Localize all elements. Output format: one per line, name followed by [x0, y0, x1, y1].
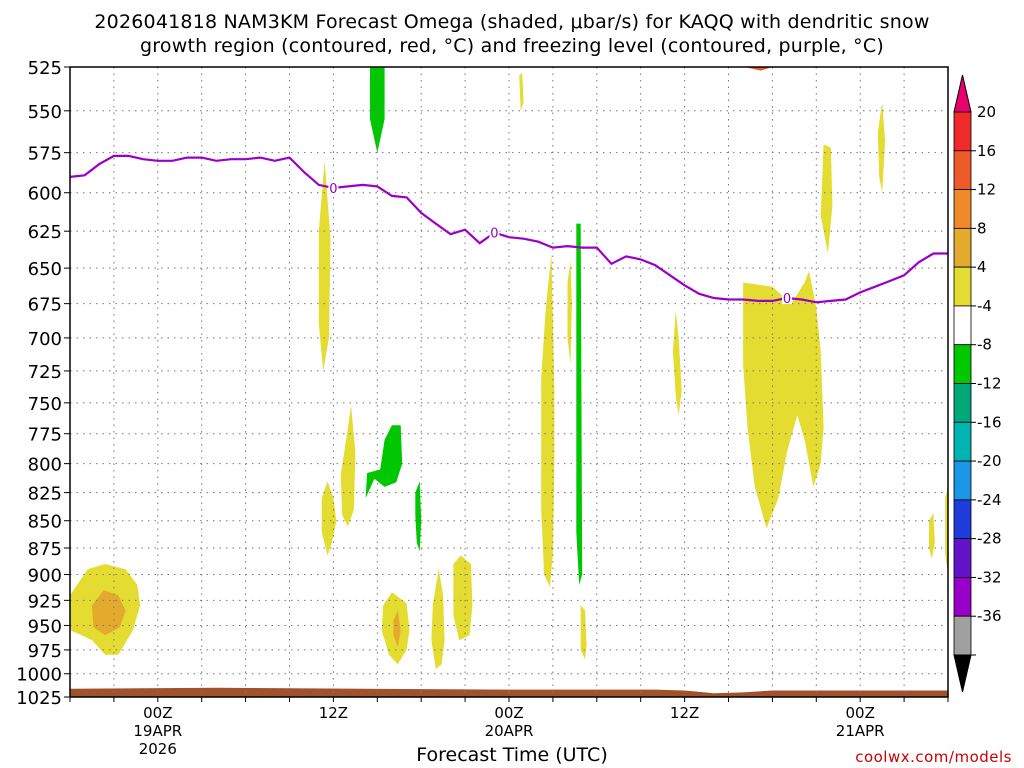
omega-region-green-15z-blob	[365, 425, 403, 499]
colorbar-label: -8	[977, 336, 992, 354]
freezing-label-bg	[328, 181, 339, 195]
y-tick-label: 1025	[16, 688, 62, 709]
colorbar-swatch	[953, 189, 972, 229]
omega-region-yellow-35z-low	[580, 605, 587, 660]
colorbar-swatch	[953, 227, 972, 268]
colorbar-label: -20	[977, 452, 1002, 470]
y-tick-label: 1000	[16, 665, 62, 686]
omega-region-green-35z-strip	[576, 223, 583, 585]
omega-region-green-17z	[415, 481, 422, 552]
colorbar-swatch	[953, 460, 972, 501]
freezing-level-label: 0	[783, 292, 791, 307]
colorbar-label: 4	[977, 258, 987, 276]
colorbar-swatch	[953, 538, 972, 578]
freezing-label-bg	[782, 291, 793, 305]
omega-region-yellow-late-tall	[820, 144, 833, 254]
colorbar-label: 16	[977, 142, 996, 160]
colorbar-swatch	[953, 111, 972, 152]
y-tick-label: 925	[28, 591, 62, 612]
y-tick-label: 650	[28, 259, 62, 280]
y-tick-label: 800	[28, 455, 62, 476]
colorbar-swatch	[953, 150, 972, 190]
colorbar-label: -12	[977, 375, 1002, 393]
y-tick-label: 700	[28, 329, 62, 350]
freezing-level-label: 0	[490, 227, 498, 242]
y-tick-label: 825	[28, 484, 62, 505]
omega-region-yellow-34z-short	[567, 260, 572, 365]
colorbar-swatch	[953, 383, 972, 423]
x-tick-year: 2026	[139, 740, 177, 758]
omega-region-yellow-33z-long	[541, 253, 555, 587]
colorbar-swatch	[953, 344, 972, 384]
y-tick-label: 975	[28, 641, 62, 662]
chart-title-line1: 2026041818 NAM3KM Forecast Omega (shaded…	[94, 11, 930, 33]
y-tick-label: 950	[28, 616, 62, 637]
x-tick-label: 12Z	[670, 704, 699, 722]
chart-title-line2: growth region (contoured, red, °C) and f…	[140, 35, 884, 57]
y-tick-label: 725	[28, 362, 62, 383]
omega-region-yellow-19z-low	[431, 569, 445, 669]
colorbar-bottom-arrow	[953, 654, 972, 693]
omega-region-yellow-58z	[929, 512, 935, 559]
y-tick-label: 575	[28, 144, 62, 165]
y-tick-label: 750	[28, 394, 62, 415]
y-tick-label: 550	[28, 102, 62, 123]
x-tick-date: 19APR	[133, 722, 182, 740]
freezing-level-line	[70, 154, 948, 304]
y-tick-label: 875	[28, 539, 62, 560]
omega-region-yellow-late-top-b	[877, 102, 886, 193]
watermark-text: coolwx.com/models	[855, 748, 1012, 766]
colorbar-swatch	[953, 499, 972, 540]
omega-region-yellow-20apr-top	[519, 72, 524, 111]
x-tick-label: 00Z	[494, 704, 523, 722]
omega-region-yellow-21z-low	[453, 555, 473, 641]
dgz-region	[744, 67, 773, 71]
y-tick-label: 850	[28, 512, 62, 533]
omega-region-yellow-big-late	[743, 271, 824, 529]
colorbar-label: -24	[977, 491, 1002, 509]
colorbar-swatch	[953, 577, 972, 617]
colorbar-label: -32	[977, 568, 1002, 586]
colorbar-label: -36	[977, 607, 1002, 625]
x-tick-label: 00Z	[143, 704, 172, 722]
colorbar-swatch	[953, 615, 972, 656]
colorbar-label: 20	[977, 103, 996, 121]
colorbar-swatch	[953, 421, 972, 462]
y-tick-label: 675	[28, 295, 62, 316]
y-tick-label: 525	[28, 58, 62, 79]
omega-region-yellow-12z-tall	[318, 160, 331, 371]
colorbar-label: 12	[977, 181, 996, 199]
colorbar-label: -4	[977, 297, 992, 315]
colorbar-swatch	[953, 266, 972, 307]
x-tick-label: 00Z	[846, 704, 875, 722]
omega-region-yellow-12z-low	[321, 481, 337, 556]
y-tick-label: 900	[28, 566, 62, 587]
colorbar-swatch	[953, 305, 972, 346]
x-tick-date: 20APR	[485, 722, 534, 740]
colorbar-label: 8	[977, 219, 987, 237]
omega-region-green-top-12z	[370, 67, 385, 153]
y-tick-label: 600	[28, 184, 62, 205]
freezing-level-label: 0	[329, 182, 337, 197]
freezing-label-bg	[489, 225, 500, 239]
x-tick-date: 21APR	[836, 722, 885, 740]
x-axis-label: Forecast Time (UTC)	[416, 744, 608, 766]
colorbar-label: -16	[977, 413, 1002, 431]
colorbar-top-arrow	[953, 74, 972, 113]
x-tick-label: 12Z	[319, 704, 348, 722]
omega-region-yellow-14z-col	[340, 405, 356, 527]
omega-region-yellow-40z	[672, 310, 682, 416]
omega-region-orange-early	[92, 590, 126, 636]
colorbar-label: -28	[977, 530, 1002, 548]
y-tick-label: 625	[28, 222, 62, 243]
omega-region-orange-16z	[393, 610, 401, 647]
y-tick-label: 775	[28, 425, 62, 446]
